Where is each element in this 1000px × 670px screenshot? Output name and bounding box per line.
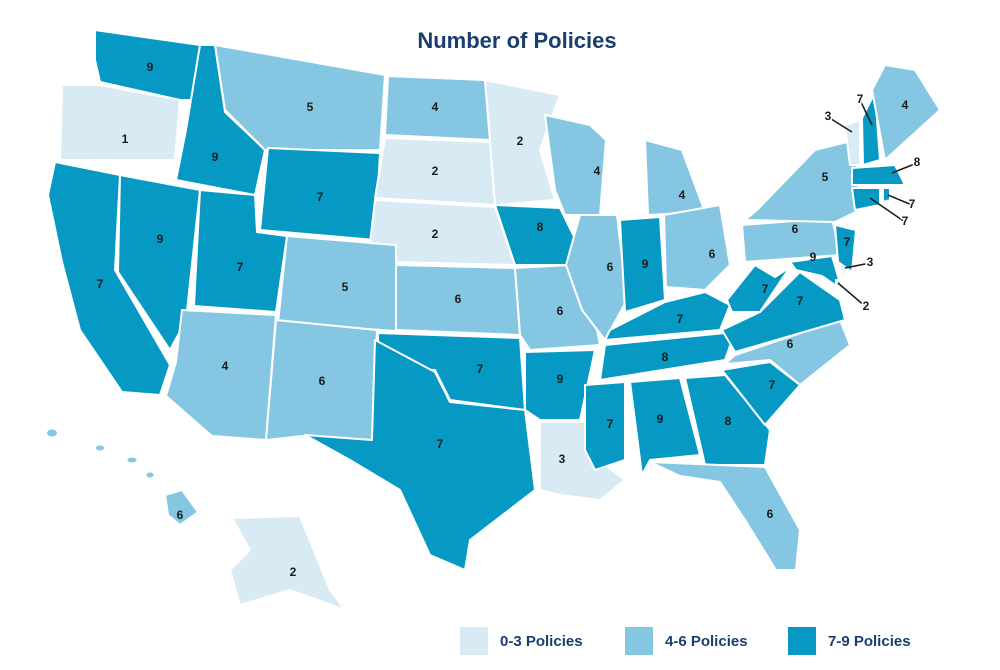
state	[277, 235, 397, 332]
state-value: 9	[212, 150, 219, 164]
island	[146, 472, 154, 478]
state-value: 3	[825, 109, 832, 123]
state	[117, 174, 201, 351]
state-value: 7	[762, 282, 769, 296]
state-value: 8	[662, 350, 669, 364]
state-value: 9	[810, 250, 817, 264]
state-value: 7	[857, 92, 864, 106]
state-value: 7	[97, 277, 104, 291]
state-value: 2	[432, 164, 439, 178]
state	[663, 204, 731, 291]
legend: 0-3 Policies 4-6 Policies 7-9 Policies	[460, 627, 911, 655]
legend-swatch	[788, 627, 816, 655]
state	[882, 187, 891, 203]
leader-line	[859, 99, 873, 126]
state-value: 9	[557, 372, 564, 386]
leader-line	[869, 197, 906, 223]
legend-label: 4-6 Policies	[665, 633, 748, 650]
states	[47, 29, 941, 611]
state	[304, 339, 536, 571]
state-value: 3	[867, 255, 874, 269]
state-value: 2	[290, 565, 297, 579]
state	[584, 381, 626, 471]
state	[599, 331, 736, 381]
state-value: 7	[677, 312, 684, 326]
state-value: 5	[822, 170, 829, 184]
state-value: 8	[914, 155, 921, 169]
state-value: 9	[147, 60, 154, 74]
state-value: 6	[319, 374, 326, 388]
state-value: 4	[679, 188, 686, 202]
leader-line	[844, 262, 871, 269]
state-value: 4	[432, 100, 439, 114]
leader-line	[827, 116, 853, 133]
state	[834, 224, 857, 273]
legend-label: 0-3 Policies	[500, 633, 583, 650]
state	[844, 119, 861, 166]
state	[744, 139, 861, 223]
state	[524, 349, 596, 421]
state-value: 4	[594, 164, 601, 178]
state-value: 2	[432, 227, 439, 241]
island	[127, 457, 137, 463]
state-value: 2	[517, 134, 524, 148]
state	[684, 374, 771, 466]
state-value: 6	[607, 260, 614, 274]
legend-label: 7-9 Policies	[828, 633, 911, 650]
state-value: 3	[559, 452, 566, 466]
state	[851, 187, 881, 211]
state-value: 7	[769, 378, 776, 392]
state	[644, 139, 706, 216]
state-value: 6	[455, 292, 462, 306]
legend-swatch	[625, 627, 653, 655]
state-value: 9	[657, 412, 664, 426]
legend-swatch	[460, 627, 488, 655]
state-value: 6	[767, 507, 774, 521]
state-value: 6	[787, 337, 794, 351]
state-value: 6	[709, 247, 716, 261]
state-value: 7	[317, 190, 324, 204]
island	[96, 445, 104, 451]
state-value: 7	[797, 294, 804, 308]
state-value: 4	[222, 359, 229, 373]
state-value: 6	[792, 222, 799, 236]
state	[229, 515, 346, 611]
state-value: 9	[157, 232, 164, 246]
state	[871, 64, 941, 161]
state-value: 2	[863, 299, 870, 313]
state-value: 7	[902, 214, 909, 228]
state	[851, 164, 906, 186]
state	[165, 309, 277, 441]
state-value: 7	[437, 437, 444, 451]
state-value: 7	[477, 362, 484, 376]
state-value: 1	[122, 132, 129, 146]
leader-line	[891, 162, 918, 174]
state-value: 7	[844, 235, 851, 249]
state-value: 6	[177, 508, 184, 522]
state	[484, 79, 561, 206]
state	[726, 264, 791, 313]
leader-line	[837, 282, 867, 308]
state-value: 8	[537, 220, 544, 234]
state-value: 7	[607, 417, 614, 431]
state	[164, 489, 199, 526]
state-value: 5	[342, 280, 349, 294]
state-value: 5	[307, 100, 314, 114]
state-value: 7	[909, 197, 916, 211]
state-value: 8	[725, 414, 732, 428]
state-value: 6	[557, 304, 564, 318]
leader-line	[887, 194, 913, 206]
state	[59, 84, 181, 161]
state	[47, 161, 171, 396]
map-title: Number of Policies	[417, 28, 616, 53]
island	[47, 429, 57, 437]
state	[649, 461, 801, 571]
state-value: 9	[642, 257, 649, 271]
state-value: 7	[237, 260, 244, 274]
state	[629, 377, 701, 476]
state	[619, 216, 666, 313]
state-value: 4	[902, 98, 909, 112]
